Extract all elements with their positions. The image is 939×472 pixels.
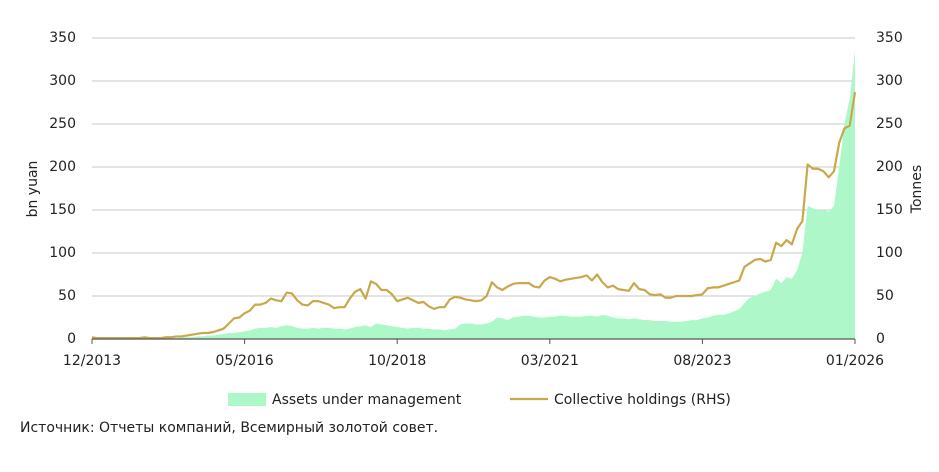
y2-tick-label: 250 bbox=[876, 116, 903, 132]
source-note: Источник: Отчеты компаний, Всемирный зол… bbox=[20, 420, 438, 436]
y2-tick-label: 200 bbox=[876, 159, 903, 175]
y-tick-label: 0 bbox=[67, 331, 76, 347]
y-tick-label: 350 bbox=[49, 30, 76, 46]
y-tick-label: 100 bbox=[49, 245, 76, 261]
y2-tick-label: 150 bbox=[876, 202, 903, 218]
legend-label: Assets under management bbox=[272, 392, 462, 408]
y2-tick-label: 300 bbox=[876, 73, 903, 89]
y-tick-label: 300 bbox=[49, 73, 76, 89]
x-tick-label: 12/2013 bbox=[63, 353, 121, 369]
x-tick-label: 08/2023 bbox=[673, 353, 731, 369]
y-tick-label: 50 bbox=[58, 288, 76, 304]
y-tick-label: 200 bbox=[49, 159, 76, 175]
y-axis-label: bn yuan bbox=[25, 161, 41, 218]
x-tick-label: 05/2016 bbox=[216, 353, 274, 369]
x-tick-label: 01/2026 bbox=[826, 353, 884, 369]
legend-swatch bbox=[228, 393, 266, 406]
y-tick-label: 250 bbox=[49, 116, 76, 132]
y2-tick-label: 0 bbox=[876, 331, 885, 347]
y2-axis-label: Tonnes bbox=[909, 165, 925, 214]
y2-tick-label: 350 bbox=[876, 30, 903, 46]
line bbox=[91, 92, 857, 340]
y-tick-label: 150 bbox=[49, 202, 76, 218]
area bbox=[92, 50, 855, 340]
x-tick-label: 03/2021 bbox=[521, 353, 579, 369]
y2-tick-label: 100 bbox=[876, 245, 903, 261]
x-tick-label: 10/2018 bbox=[368, 353, 426, 369]
legend-label: Collective holdings (RHS) bbox=[554, 392, 731, 408]
y2-tick-label: 50 bbox=[876, 288, 894, 304]
